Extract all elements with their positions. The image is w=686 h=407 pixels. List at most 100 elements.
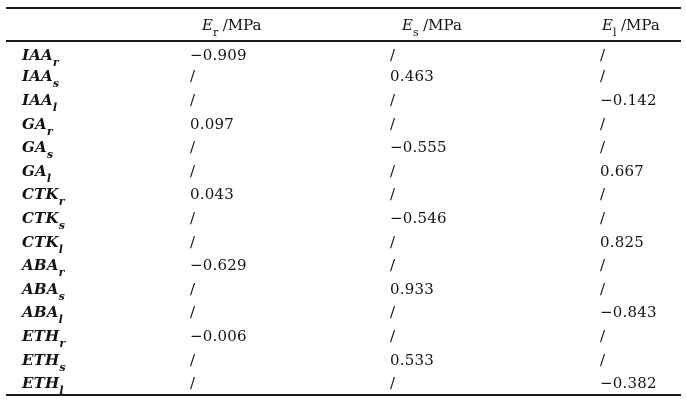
hormone-subscript: s (58, 218, 66, 232)
hormone-subscript: l (46, 171, 52, 185)
hormone-subscript: r (59, 336, 66, 350)
hormone-name: CTK (22, 232, 59, 251)
hormone-name: CTK (22, 208, 59, 227)
row-label: ETHs (6, 348, 186, 373)
cell-value: / (190, 279, 196, 298)
table-cell: −0.546 (388, 206, 598, 230)
table-cell: 0.667 (598, 159, 681, 183)
table-row: ETHr −0.006// (6, 324, 681, 350)
table-cell: −0.142 (598, 88, 681, 112)
modulus-symbol: E (202, 15, 213, 34)
modulus-subscript: l (612, 25, 617, 39)
table-cell: / (388, 371, 598, 395)
table-cell: / (598, 253, 681, 277)
cell-value: / (390, 326, 396, 345)
cell-value: 0.667 (600, 161, 644, 180)
cell-value: / (390, 256, 396, 275)
cell-value: / (190, 232, 196, 251)
table-cell: / (388, 253, 598, 277)
hormone-name: GA (22, 114, 47, 133)
row-label: GAr (6, 112, 186, 137)
hormone-name: IAA (22, 90, 53, 109)
cell-value: −0.006 (190, 326, 247, 345)
table-row: CTKr 0.043// (6, 183, 681, 207)
cell-value: / (190, 303, 196, 322)
hormone-name: CTK (22, 185, 59, 204)
table-body: IAAr −0.909// IAAs/0.463/IAAl / / −0.142 GAr 0.… (6, 41, 681, 397)
row-label: IAAr (6, 41, 186, 68)
cell-value: / (600, 326, 606, 345)
cell-value: / (190, 67, 196, 86)
cell-value: / (600, 45, 606, 64)
hormone-name: IAA (22, 45, 53, 64)
modulus-symbol: E (602, 15, 613, 34)
table-cell: / (598, 65, 681, 89)
table-cell: / (186, 301, 388, 325)
cell-value: / (390, 185, 396, 204)
cell-value: 0.933 (390, 279, 434, 298)
table-cell: / (598, 183, 681, 207)
cell-value: / (190, 373, 196, 392)
table-cell: 0.463 (388, 65, 598, 89)
cell-value: / (390, 161, 396, 180)
cell-value: 0.533 (390, 350, 434, 369)
cell-value: −0.382 (600, 373, 657, 392)
modulus-symbol: E (402, 15, 413, 34)
hormone-subscript: l (58, 242, 64, 256)
cell-value: / (390, 232, 396, 251)
cell-value: −0.909 (190, 45, 247, 64)
cell-value: / (600, 279, 606, 298)
cell-value: / (390, 303, 396, 322)
row-label: IAAl (6, 88, 186, 114)
table-cell: / (186, 230, 388, 254)
hormone-subscript: r (52, 55, 59, 69)
hormone-subscript: s (52, 77, 60, 91)
unit-label: /MPa (222, 15, 262, 34)
cell-value: −0.142 (600, 90, 657, 109)
table-cell: / (186, 277, 388, 301)
table-cell: / (598, 135, 681, 159)
hormone-subscript: l (58, 313, 63, 327)
table-cell: / (388, 301, 598, 325)
elastic-modulus-correlation-table: Er/MPa Es/MPa El/MPa IAAr −0.909// IAAs/0.46… (6, 7, 681, 396)
hormone-subscript: r (58, 266, 65, 280)
table-row: GAl // 0.667 (6, 159, 681, 185)
hormone-subscript: l (59, 383, 64, 397)
cell-value: 0.043 (190, 185, 234, 204)
cell-value: / (390, 45, 396, 64)
table-cell: / (388, 41, 598, 65)
column-header: Er/MPa (186, 8, 388, 42)
table-row: GAs / −0.555/ (6, 135, 681, 160)
table-cell: −0.006 (186, 324, 388, 348)
hormone-name: ABA (22, 303, 59, 322)
table-cell: / (388, 230, 598, 254)
table-cell: / (388, 324, 598, 348)
table-cell: −0.909 (186, 41, 388, 65)
table-cell: 0.933 (388, 277, 598, 301)
table-cell: / (186, 88, 388, 112)
cell-value: 0.097 (190, 114, 234, 133)
hormone-name: GA (22, 161, 47, 180)
table-cell: / (388, 112, 598, 136)
table-row: ETHs/0.533/ (6, 348, 681, 373)
table-cell: −0.382 (598, 371, 681, 395)
cell-value: / (600, 138, 606, 157)
cell-value: −0.629 (190, 256, 247, 275)
table-row: ABAl / / −0.843 (6, 301, 681, 325)
row-label: ETHl (6, 371, 186, 397)
cell-value: −0.555 (390, 138, 447, 157)
table-cell: −0.629 (186, 253, 388, 277)
cell-value: / (600, 208, 606, 227)
row-label: GAs (6, 135, 186, 160)
cell-value: −0.843 (600, 303, 657, 322)
row-label: ABAs (6, 277, 186, 302)
table-row: ABAs/0.933/ (6, 277, 681, 302)
cell-value: / (390, 114, 396, 133)
unit-label: /MPa (423, 15, 462, 34)
hormone-subscript: l (52, 100, 58, 114)
cell-value: / (600, 350, 606, 369)
table-cell: / (186, 159, 388, 183)
table-row: CTKs / −0.546/ (6, 206, 681, 232)
table-cell: / (598, 206, 681, 230)
cell-value: / (390, 373, 396, 392)
